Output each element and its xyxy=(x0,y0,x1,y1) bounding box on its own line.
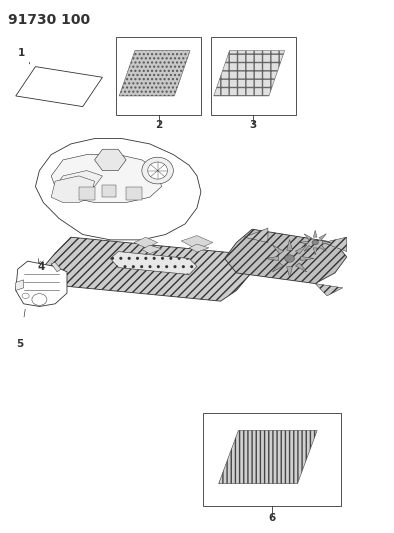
Text: 6: 6 xyxy=(268,513,275,523)
Polygon shape xyxy=(16,261,67,306)
Polygon shape xyxy=(214,51,285,96)
Polygon shape xyxy=(51,176,95,203)
Polygon shape xyxy=(225,229,347,284)
Polygon shape xyxy=(323,237,347,252)
Polygon shape xyxy=(315,284,343,296)
Polygon shape xyxy=(119,51,190,96)
Polygon shape xyxy=(16,67,102,107)
Ellipse shape xyxy=(22,293,29,298)
Text: 4: 4 xyxy=(38,262,45,272)
Bar xyxy=(211,37,296,115)
Polygon shape xyxy=(55,171,102,192)
Polygon shape xyxy=(319,234,326,240)
Polygon shape xyxy=(219,431,317,484)
Ellipse shape xyxy=(284,255,294,262)
Polygon shape xyxy=(142,245,162,254)
Bar xyxy=(116,37,201,115)
Polygon shape xyxy=(16,280,24,290)
Polygon shape xyxy=(299,241,308,244)
Polygon shape xyxy=(51,262,61,272)
Polygon shape xyxy=(95,149,126,171)
Polygon shape xyxy=(287,267,292,278)
Polygon shape xyxy=(110,252,197,274)
Ellipse shape xyxy=(32,294,47,305)
Polygon shape xyxy=(313,230,317,237)
Polygon shape xyxy=(272,263,284,272)
Polygon shape xyxy=(319,245,326,251)
Ellipse shape xyxy=(148,162,167,179)
Text: 2: 2 xyxy=(155,120,162,130)
Polygon shape xyxy=(181,236,213,249)
Polygon shape xyxy=(189,244,209,252)
Polygon shape xyxy=(301,256,314,261)
Polygon shape xyxy=(304,245,311,251)
Text: 91730 100: 91730 100 xyxy=(8,13,90,27)
Polygon shape xyxy=(272,245,284,254)
Polygon shape xyxy=(304,234,311,240)
Polygon shape xyxy=(265,256,279,261)
Text: 1: 1 xyxy=(18,47,25,58)
Ellipse shape xyxy=(142,157,173,184)
Bar xyxy=(203,413,341,506)
Polygon shape xyxy=(35,139,201,240)
Bar xyxy=(126,187,142,200)
Bar xyxy=(79,187,95,200)
Polygon shape xyxy=(313,248,317,255)
Polygon shape xyxy=(296,245,307,254)
Ellipse shape xyxy=(312,240,318,245)
Polygon shape xyxy=(296,263,307,272)
Bar xyxy=(102,185,116,197)
Polygon shape xyxy=(51,155,162,203)
Text: 5: 5 xyxy=(16,339,23,349)
Polygon shape xyxy=(134,237,158,248)
Polygon shape xyxy=(322,241,331,244)
Polygon shape xyxy=(39,237,252,301)
Polygon shape xyxy=(287,239,292,250)
Polygon shape xyxy=(244,228,268,243)
Text: 3: 3 xyxy=(249,120,257,130)
